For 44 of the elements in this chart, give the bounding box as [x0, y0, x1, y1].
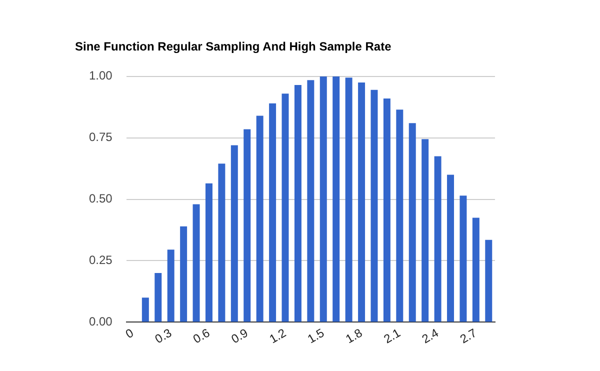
bar [205, 183, 212, 322]
y-tick-label: 1.00 [88, 68, 113, 83]
bar [434, 156, 442, 322]
x-tick-label: 2.4 [420, 326, 442, 346]
bar [345, 78, 352, 322]
y-tick-label: 0.25 [88, 253, 113, 268]
bar [142, 298, 149, 322]
bar [244, 129, 251, 322]
bar [154, 273, 162, 322]
bar [422, 139, 429, 322]
bar [460, 196, 467, 322]
bar [294, 85, 302, 322]
chart-title: Sine Function Regular Sampling And High Sample Rate [75, 40, 392, 54]
bar [447, 174, 454, 322]
bar [192, 204, 200, 322]
x-tick-label: 1.5 [305, 326, 327, 346]
x-tick-label: 0 [123, 326, 136, 342]
bar [383, 98, 390, 322]
bar [320, 76, 327, 322]
y-tick-label: 0.50 [88, 192, 113, 206]
bar [218, 164, 226, 322]
bar [282, 94, 289, 322]
y-tick-label: 0.75 [88, 130, 113, 144]
bar [332, 76, 340, 322]
bar [370, 90, 378, 322]
bar [307, 80, 314, 322]
x-tick-label: 0.6 [190, 326, 212, 346]
bar [485, 240, 492, 322]
bar [358, 82, 366, 322]
x-tick-label: 1.2 [266, 326, 289, 346]
bar [408, 123, 416, 322]
bar [269, 103, 276, 322]
x-tick-label: 1.8 [343, 326, 365, 346]
bar [180, 226, 188, 322]
bar [167, 250, 174, 322]
bar [256, 116, 264, 322]
y-tick-label: 0.00 [88, 314, 113, 328]
x-tick-label: 2.1 [381, 326, 404, 346]
x-tick-label: 0.3 [152, 326, 174, 346]
bar [230, 145, 238, 322]
bar [396, 110, 404, 322]
bar [472, 218, 480, 322]
x-tick-label: 0.9 [228, 326, 251, 346]
x-tick-label: 2.7 [458, 326, 480, 346]
